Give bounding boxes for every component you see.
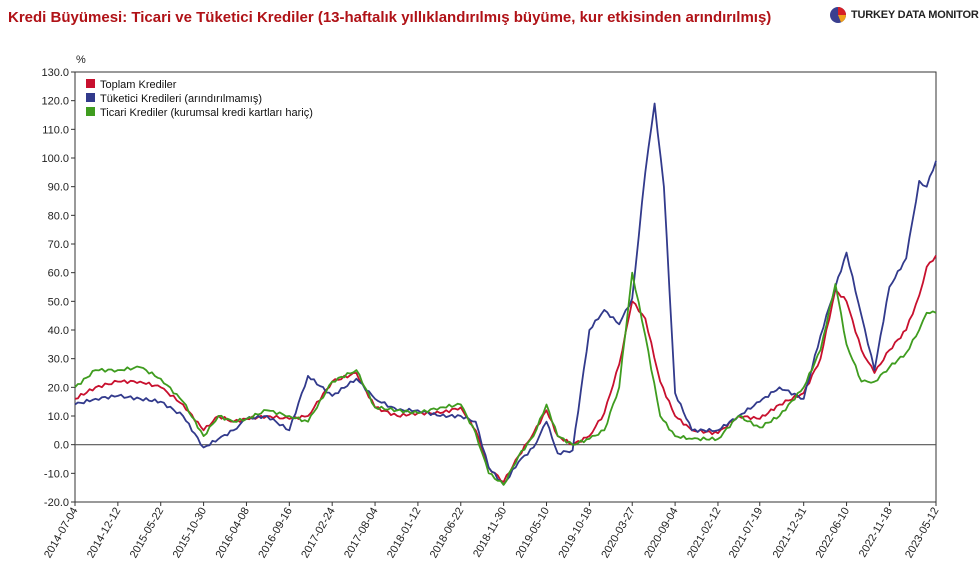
plot-area: [74, 71, 937, 503]
x-tick-label: 2016-04-08: [214, 506, 253, 561]
legend: Toplam Krediler Tüketici Kredileri (arınd…: [86, 79, 313, 119]
legend-label-1: Toplam Krediler: [100, 79, 177, 91]
x-tick-label: 2014-07-04: [42, 506, 81, 561]
y-tick-label: 0.0: [54, 440, 69, 452]
brand-logo: TURKEY DATA MONITOR: [829, 6, 979, 24]
series-line-2: [74, 102, 937, 486]
y-tick-label: 110.0: [42, 124, 69, 136]
y-axis-unit-label: %: [76, 54, 86, 66]
x-tick-label: 2021-07-19: [727, 506, 766, 561]
y-tick-label: 130.0: [41, 67, 69, 79]
x-tick-label: 2014-12-12: [85, 506, 124, 561]
x-tick-label: 2017-02-24: [299, 506, 338, 561]
brand-pie-icon: [830, 7, 846, 23]
x-tick-label: 2022-06-10: [814, 506, 853, 561]
chart-title: Kredi Büyümesi: Ticari ve Tüketici Kredi…: [8, 9, 772, 26]
legend-swatch-3: [86, 107, 95, 116]
y-tick-label: 70.0: [48, 239, 69, 251]
x-tick-label: 2018-11-30: [471, 506, 509, 560]
legend-label-2: Tüketici Kredileri (arındırılmamış): [100, 93, 262, 105]
y-tick-label: 100.0: [41, 153, 69, 165]
y-tick-label: 50.0: [48, 296, 69, 308]
legend-swatch-2: [86, 93, 95, 102]
series-lines: [74, 102, 937, 486]
y-tick-label: 40.0: [48, 325, 69, 337]
x-tick-label: 2019-10-18: [556, 506, 595, 561]
x-tick-label: 2015-05-22: [128, 506, 167, 561]
legend-swatch-1: [86, 79, 95, 88]
x-axis: 2014-07-04 2014-12-12 2015-05-22 2015-10-30…: [42, 502, 942, 560]
y-axis: -20.0 -10.0 0.0 10.0 20.0 30.0 40.0 50.0 60.0 70.…: [41, 67, 75, 509]
y-tick-label: 90.0: [48, 182, 69, 194]
x-tick-label: 2018-01-12: [385, 506, 424, 561]
y-tick-label: 20.0: [48, 382, 69, 394]
y-tick-label: -20.0: [44, 497, 69, 509]
x-tick-label: 2020-03-27: [599, 506, 638, 561]
x-tick-label: 2021-02-12: [685, 506, 724, 561]
y-tick-label: 30.0: [48, 354, 69, 366]
x-tick-label: 2016-09-16: [256, 506, 295, 561]
y-tick-label: 60.0: [48, 268, 69, 280]
x-tick-label: 2021-12-31: [771, 506, 810, 561]
y-tick-label: -10.0: [44, 468, 69, 480]
x-tick-label: 2019-05-10: [514, 506, 553, 561]
y-tick-label: 10.0: [48, 411, 69, 423]
series-line-3: [74, 271, 937, 486]
legend-label-3: Ticari Krediler (kurumsal kredi kartları…: [100, 107, 313, 119]
x-tick-label: 2022-11-18: [857, 506, 895, 560]
x-tick-label: 2018-06-22: [428, 505, 467, 560]
x-tick-label: 2020-09-04: [642, 506, 681, 561]
y-tick-label: 80.0: [48, 210, 69, 222]
x-tick-label: 2015-10-30: [171, 506, 210, 561]
y-tick-label: 120.0: [41, 96, 69, 108]
brand-name: TURKEY DATA MONITOR: [851, 9, 979, 21]
x-tick-label: 2023-05-12: [903, 506, 942, 561]
x-tick-label: 2017-08-04: [342, 506, 381, 561]
